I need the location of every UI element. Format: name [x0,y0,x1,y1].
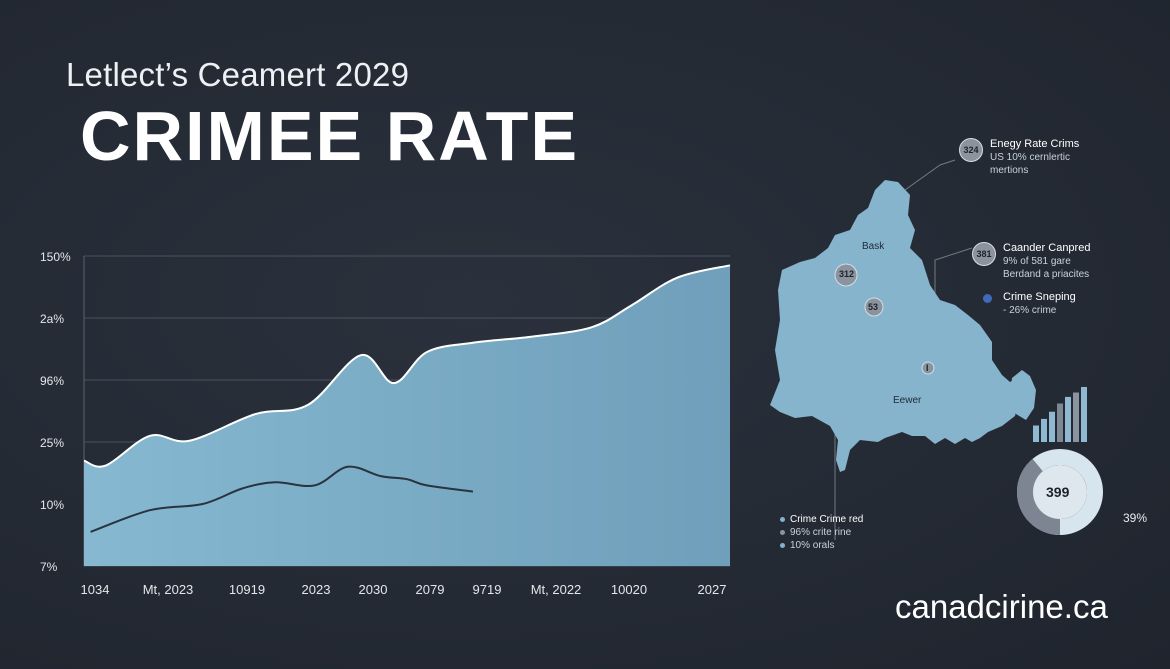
mini-bar [1065,396,1071,442]
x-tick-label: 10020 [611,582,647,597]
annotation-line: mertions [990,165,1029,176]
annotation-title: Caander Canpred [1003,242,1091,254]
legend-marker-icon [780,517,785,522]
map-region-label: Bask [862,241,885,252]
annotation-enegy-rate: Enegy Rate Crims US 10% cernlertic merti… [990,138,1079,177]
donut-chart [1017,449,1103,535]
x-tick-label: 1034 [81,582,110,597]
annotation-line: 9% of 581 gare [1003,256,1071,267]
annotation-line: - 26% crime [1003,305,1057,316]
mini-bar [1081,387,1087,442]
y-tick-label: 7% [40,560,58,574]
legend-label: 10% orals [790,540,835,551]
mini-bar-chart [1033,387,1087,442]
mini-bar [1041,418,1047,442]
annotation-title: Enegy Rate Crims [990,138,1080,150]
site-watermark: canadcirine.ca [895,588,1108,625]
map-marker-label: 312 [839,269,855,279]
donut-percent-label: 39% [1123,511,1148,525]
map-region-label: Eewer [893,395,922,406]
annotation-crime-sneping: Crime Sneping - 26% crime [1003,291,1076,317]
mini-bar [1057,403,1063,442]
map-marker-label: I [926,363,929,373]
map-marker [921,361,935,375]
line-series [90,465,474,533]
x-tick-label: 2023 [302,582,331,597]
mini-bar [1033,425,1039,442]
main-area-chart: 7% 10% 25% 96% 2a% 150% 1034 Mt, 2023 10919 2023… [40,250,731,597]
region-map-shape [770,180,1028,472]
x-tick-label: Mt, 2022 [531,582,582,597]
donut-hole [1033,465,1087,519]
x-tick-label: 2030 [359,582,388,597]
annotation-title: Crime Sneping [1003,291,1076,303]
island-shape [1010,370,1036,420]
annotation-line: Berdand a priacites [1003,269,1090,280]
legend-label: Crime Crime red [790,514,864,525]
x-tick-label: 9719 [473,582,502,597]
legend-item: Crime Crime red [780,513,863,526]
annotation-caander: Caander Canpred 9% of 581 gare Berdand a… [1003,242,1090,281]
map-marker [864,297,884,317]
x-tick-label: 2079 [416,582,445,597]
y-tick-label: 25% [40,436,64,450]
area-series [83,264,731,566]
x-tick-label: Mt, 2023 [143,582,194,597]
y-tick-label: 2a% [40,312,64,326]
area-fill [84,265,730,566]
chart-subtitle: Letlect’s Ceamert 2029 [66,56,410,93]
donut-center-label: 399 [1046,484,1070,500]
x-tick-label: 10919 [229,582,265,597]
mini-bar [1073,392,1079,442]
legend-item: 96% crite rine [780,526,863,539]
annotation-dot-icon [983,294,992,303]
donut-segment [1017,458,1061,535]
y-tick-label: 150% [40,250,71,264]
legend-label: 96% crite rine [790,527,852,538]
map-legend: Crime Crime red 96% crite rine 10% orals [780,513,863,552]
y-axis-ticks: 7% 10% 25% 96% 2a% 150% [40,250,71,574]
map-marker-label: 53 [868,302,879,312]
legend-marker-icon [780,530,785,535]
map-marker [834,263,858,287]
mini-bar [1049,411,1055,442]
x-tick-label: 2027 [698,582,727,597]
annotation-badge: 381 [972,242,996,266]
leader-line [904,159,956,191]
y-tick-label: 10% [40,498,64,512]
legend-marker-icon [780,543,785,548]
y-tick-label: 96% [40,374,64,388]
legend-item: 10% orals [780,539,863,552]
x-axis-ticks: 1034 Mt, 2023 10919 2023 2030 2079 9719 Mt, 202… [81,582,727,597]
chart-title: CRIMEE RATE [80,97,580,175]
area-outline [83,264,731,468]
annotation-badge: 324 [959,138,983,162]
map-panel [770,159,1103,540]
annotation-line: US 10% cernlertic [990,152,1071,163]
line-path [90,465,474,533]
